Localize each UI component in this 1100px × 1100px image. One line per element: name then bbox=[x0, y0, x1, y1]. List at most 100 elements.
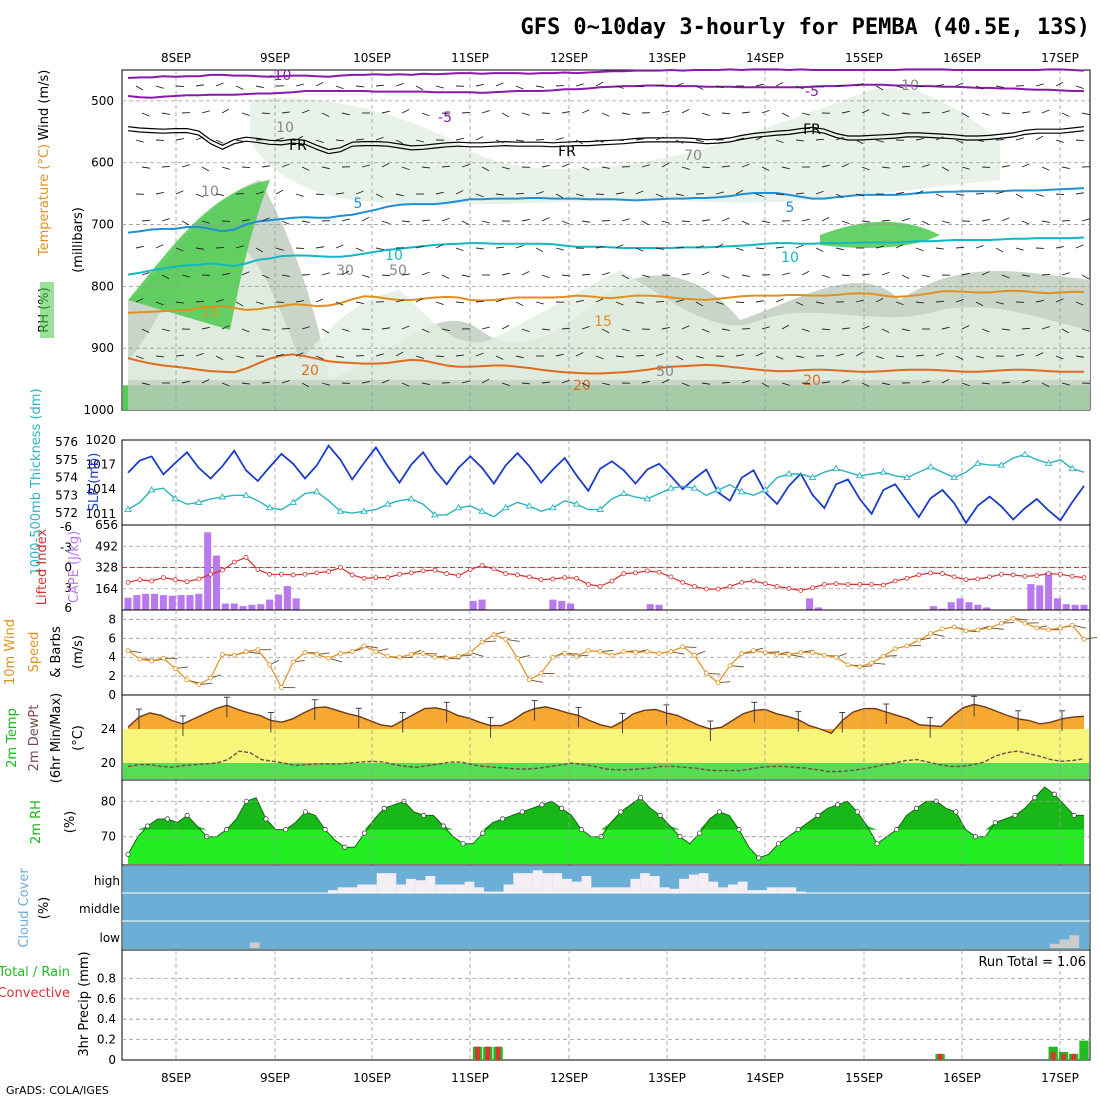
upper-wind-barb bbox=[321, 112, 330, 117]
upper-wind-barb bbox=[941, 110, 950, 114]
upper-wind-barb bbox=[801, 270, 810, 276]
upper-wind-barb bbox=[355, 85, 364, 88]
wind-speed-marker bbox=[798, 650, 804, 655]
upper-wind-barb bbox=[441, 217, 450, 222]
cloud-high-bar bbox=[776, 887, 787, 893]
upper-wind-barb bbox=[1021, 274, 1030, 277]
top-date-label: 16SEP bbox=[943, 51, 981, 65]
cloud-high-bar bbox=[640, 873, 650, 893]
upper-wind-barb bbox=[275, 137, 284, 141]
upper-wind-barb bbox=[215, 355, 224, 361]
upper-wind-barb bbox=[155, 192, 164, 195]
isotherm-5 bbox=[127, 187, 1085, 234]
contour-label: 70 bbox=[684, 148, 702, 164]
upper-wind-barb bbox=[161, 274, 170, 280]
upper-wind-barb bbox=[861, 220, 870, 223]
upper-wind-barb bbox=[341, 328, 350, 332]
rh-tick-label: 80 bbox=[101, 794, 116, 808]
upper-wind-barb bbox=[815, 190, 824, 195]
upper-wind-barb bbox=[815, 247, 824, 252]
upper-wind-barb bbox=[1021, 220, 1030, 225]
wind-speed-marker bbox=[821, 652, 827, 658]
lifted-index-marker bbox=[951, 574, 957, 580]
upper-wind-barb bbox=[881, 382, 890, 386]
upper-wind-barb bbox=[1061, 112, 1070, 117]
thickness-marker bbox=[478, 507, 486, 514]
panels: 8SEP 8SEP 9SEP 9SEP 10SEP 10SEP 11SEP 11SEP 12SE… bbox=[0, 51, 1098, 1085]
lifted-index-marker bbox=[845, 581, 851, 587]
upper-wind-barb bbox=[355, 247, 364, 252]
cloud-high-bar bbox=[474, 887, 485, 893]
cloud-high-bar bbox=[415, 880, 426, 893]
upper-wind-barb bbox=[875, 245, 884, 249]
upper-wind-barb bbox=[841, 327, 850, 330]
upper-wind-barb bbox=[875, 297, 884, 303]
wind-speed-marker bbox=[208, 675, 214, 681]
cloud-high-bar bbox=[591, 887, 602, 893]
wind-tick-label: 8 bbox=[108, 612, 116, 626]
upper-wind-barb bbox=[841, 110, 850, 114]
upper-wind-barb bbox=[595, 298, 604, 303]
rh-marker bbox=[657, 812, 663, 818]
rh-marker bbox=[302, 809, 308, 815]
upper-wind-barb bbox=[415, 245, 424, 249]
upper-wind-barb bbox=[281, 274, 290, 277]
lifted-index-marker bbox=[172, 577, 178, 583]
lifted-index-marker bbox=[928, 570, 933, 576]
thickness-marker bbox=[218, 493, 227, 500]
temp-fill bbox=[128, 704, 1084, 734]
upper-wind-barb bbox=[681, 166, 690, 170]
lifted-index-marker bbox=[184, 579, 190, 585]
contour-label: 20 bbox=[573, 378, 591, 394]
upper-wind-barb bbox=[341, 218, 350, 222]
upper-wind-barb bbox=[635, 190, 644, 195]
cloud-level-label: high bbox=[94, 874, 120, 888]
lifted-index-marker bbox=[574, 575, 579, 581]
upper-wind-barb bbox=[1041, 166, 1050, 171]
upper-wind-barb bbox=[261, 217, 270, 222]
upper-wind-barb bbox=[1021, 327, 1031, 330]
upper-wind-barb bbox=[415, 355, 424, 359]
wind-speed-marker bbox=[385, 653, 391, 659]
upper-wind-barb bbox=[1041, 109, 1050, 114]
upper-wind-barb bbox=[681, 325, 690, 330]
wind-speed-marker bbox=[172, 666, 178, 671]
upper-wind-barb bbox=[315, 81, 324, 87]
moist-upper-band bbox=[250, 88, 1000, 205]
upper-wind-barb bbox=[781, 272, 790, 276]
upper-wind-barb bbox=[195, 352, 204, 357]
upper-wind-barb bbox=[821, 216, 830, 222]
temp-ylabel-line3: (6hr Min/Max) bbox=[49, 693, 64, 783]
upper-wind-barb bbox=[475, 247, 484, 250]
wind-speed-marker bbox=[408, 651, 414, 657]
upper-wind-barb bbox=[515, 244, 524, 249]
upper-wind-barb bbox=[641, 274, 650, 278]
stability-ylabel-lifted: Lifted Index bbox=[35, 528, 50, 605]
upper-wind-barb bbox=[761, 326, 770, 330]
lifted-index-marker bbox=[550, 576, 556, 582]
upper-wind-barb bbox=[921, 274, 930, 278]
upper-wind-barb bbox=[941, 166, 950, 172]
cape-bar bbox=[283, 586, 291, 610]
isotherm--5 bbox=[127, 83, 1084, 99]
thickness-marker bbox=[690, 484, 699, 491]
upper-wind-barb bbox=[175, 190, 184, 195]
upper-wind-barb bbox=[495, 139, 504, 144]
upper-wind-barb bbox=[961, 272, 970, 276]
upper-wind-barb bbox=[155, 244, 164, 249]
cloud-ylabel: Cloud Cover bbox=[17, 868, 32, 948]
wind-speed-marker bbox=[1046, 627, 1051, 633]
thickness-marker bbox=[124, 505, 132, 513]
upper-wind-barb bbox=[835, 247, 844, 251]
thickness-marker bbox=[501, 503, 510, 511]
cape-bar bbox=[983, 607, 991, 610]
cape-bar bbox=[142, 593, 150, 610]
cloud-high-bar bbox=[425, 876, 436, 893]
upper-wind-barb bbox=[815, 138, 825, 141]
lifted-index-marker bbox=[302, 571, 308, 577]
contour-label: 10 bbox=[385, 248, 403, 264]
precip-run-total: Run Total = 1.06 bbox=[978, 955, 1086, 970]
cape-bar bbox=[1045, 572, 1053, 610]
upper-wind-barb bbox=[915, 247, 924, 252]
upper-wind-barb bbox=[775, 82, 784, 87]
